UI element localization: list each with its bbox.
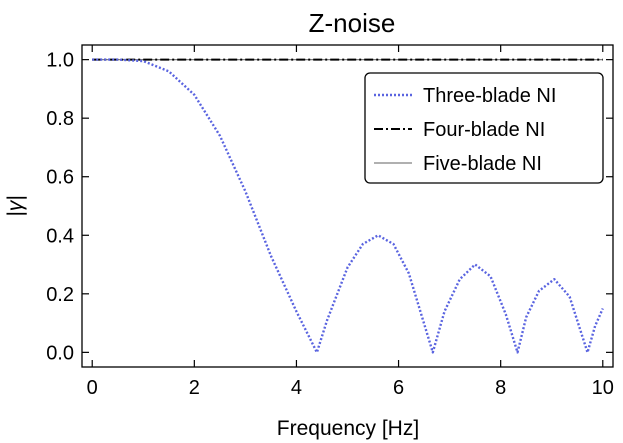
chart-title: Z-noise bbox=[309, 8, 396, 38]
x-tick-label: 4 bbox=[291, 377, 302, 399]
legend-label-five-blade: Five-blade NI bbox=[423, 153, 542, 175]
y-tick-label: 0.0 bbox=[46, 342, 74, 364]
legend-box bbox=[364, 72, 604, 184]
x-tick-label: 6 bbox=[393, 377, 404, 399]
y-tick-label: 0.4 bbox=[46, 225, 74, 247]
y-axis-label: |γ| bbox=[4, 195, 27, 216]
legend-label-four-blade: Four-blade NI bbox=[423, 119, 545, 141]
x-tick-label: 10 bbox=[592, 377, 614, 399]
plot-frame bbox=[81, 44, 614, 368]
y-tick-label: 0.6 bbox=[46, 167, 74, 189]
y-tick-label: 0.2 bbox=[46, 284, 74, 306]
series-lines bbox=[92, 58, 604, 354]
legend: Three-blade NI Four-blade NI Five-blade … bbox=[364, 72, 604, 184]
axis-ticks: 0 2 4 6 8 10 0.0 0.2 0.4 0.6 0.8 1.0 bbox=[46, 45, 614, 399]
legend-label-three-blade: Three-blade NI bbox=[423, 85, 556, 107]
x-tick-label: 8 bbox=[495, 377, 506, 399]
x-tick-label: 2 bbox=[189, 377, 200, 399]
x-tick-label: 0 bbox=[87, 377, 98, 399]
series-line-0 bbox=[92, 58, 604, 354]
y-tick-label: 1.0 bbox=[46, 50, 74, 72]
x-axis-label: Frequency [Hz] bbox=[277, 417, 419, 440]
y-tick-label: 0.8 bbox=[46, 108, 74, 130]
